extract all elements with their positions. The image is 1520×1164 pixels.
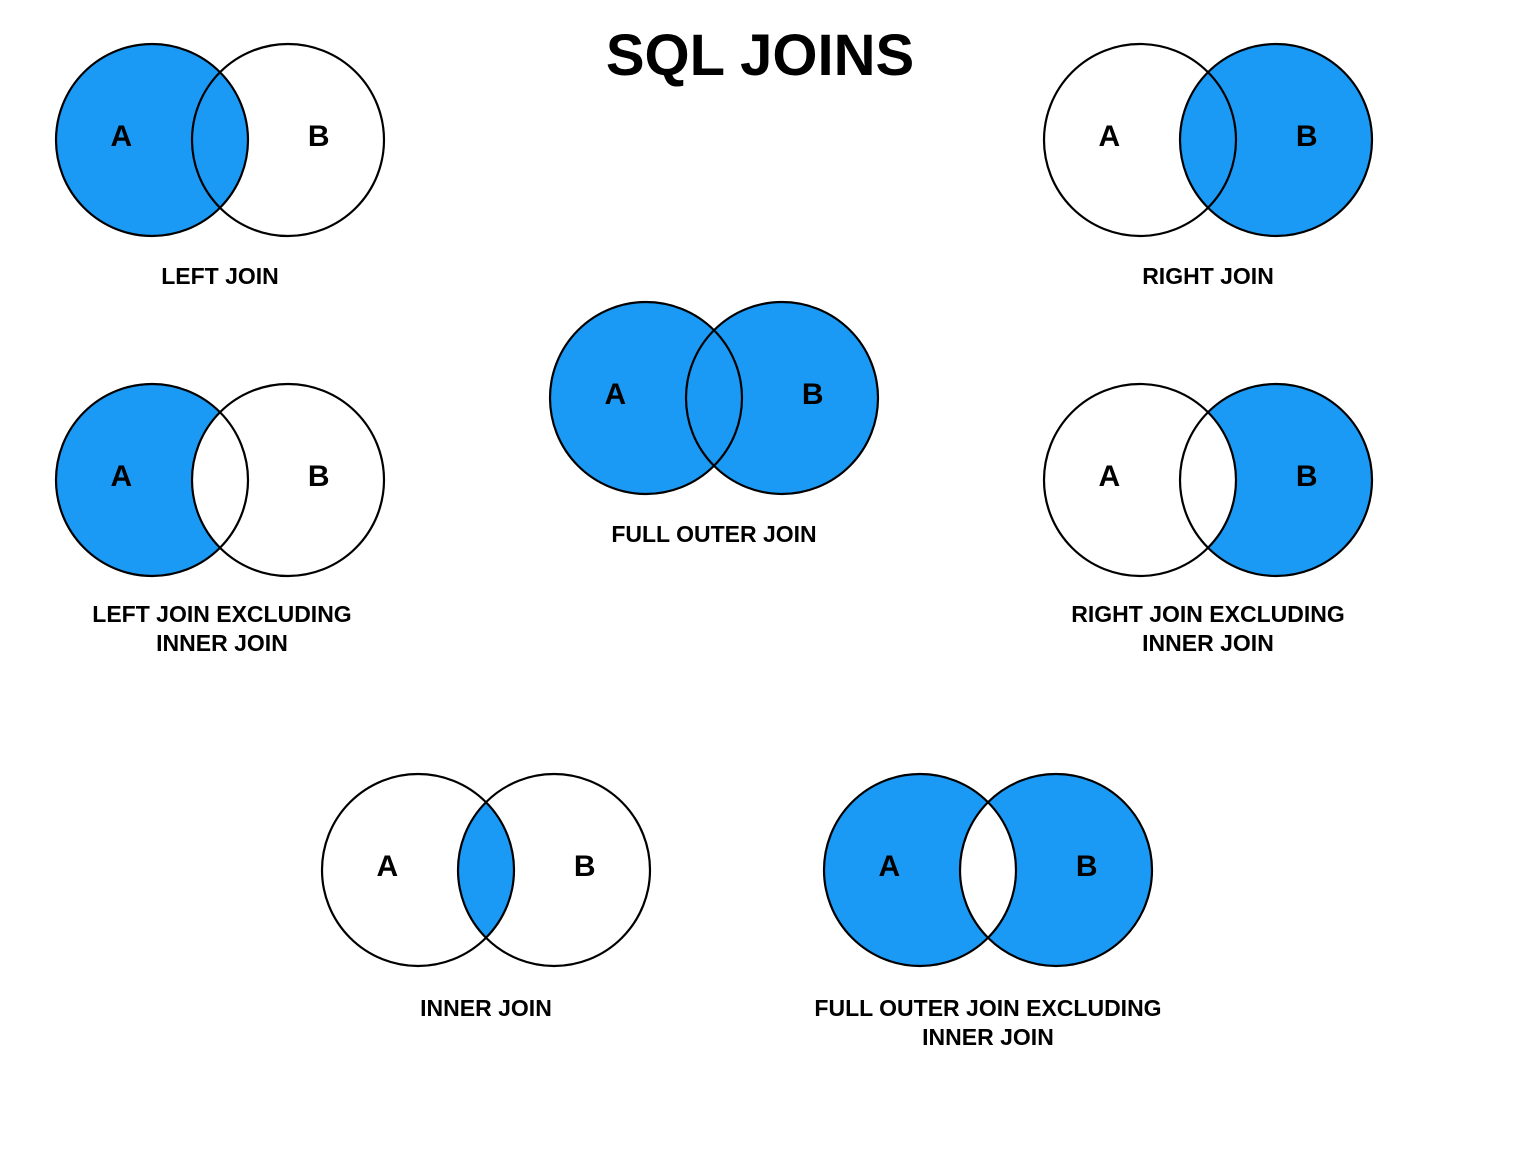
label-b: B [574,850,596,883]
venn-left-join: A B [56,44,384,236]
caption-full-outer-excl: FULL OUTER JOIN EXCLUDING INNER JOIN [738,994,1238,1052]
venn-diagram-inner-join: A B [318,770,654,975]
caption-right-excl: RIGHT JOIN EXCLUDING INNER JOIN [998,600,1418,658]
label-a: A [1098,460,1120,493]
venn-diagram-right-excl: A B [1040,380,1376,585]
label-a: A [878,850,900,883]
label-b: B [308,120,330,153]
label-a: A [376,850,398,883]
label-a: A [1098,120,1120,153]
venn-diagram-full-outer-excl: A B [820,770,1156,975]
venn-right-join: A B [1044,44,1372,236]
caption-full-outer: FULL OUTER JOIN [504,520,924,549]
label-a: A [110,120,132,153]
caption-right-join: RIGHT JOIN [1028,262,1388,291]
caption-left-excl: LEFT JOIN EXCLUDING INNER JOIN [12,600,432,658]
venn-inner-join: A B [322,774,650,966]
venn-diagram-right-join: A B [1040,40,1376,245]
venn-diagram-left-join: A B [52,40,388,245]
venn-full-outer-excl: A B [824,774,1152,966]
venn-diagram-full-outer: A B [546,298,882,503]
label-a: A [110,460,132,493]
venn-left-excl: A B [56,384,384,576]
label-b: B [1296,120,1318,153]
label-b: B [1076,850,1098,883]
venn-right-excl: A B [1044,384,1372,576]
caption-inner-join: INNER JOIN [306,994,666,1023]
label-b: B [1296,460,1318,493]
label-b: B [802,378,824,411]
venn-diagram-left-excl: A B [52,380,388,585]
caption-left-join: LEFT JOIN [40,262,400,291]
label-b: B [308,460,330,493]
label-a: A [604,378,626,411]
venn-full-outer: A B [550,302,878,494]
